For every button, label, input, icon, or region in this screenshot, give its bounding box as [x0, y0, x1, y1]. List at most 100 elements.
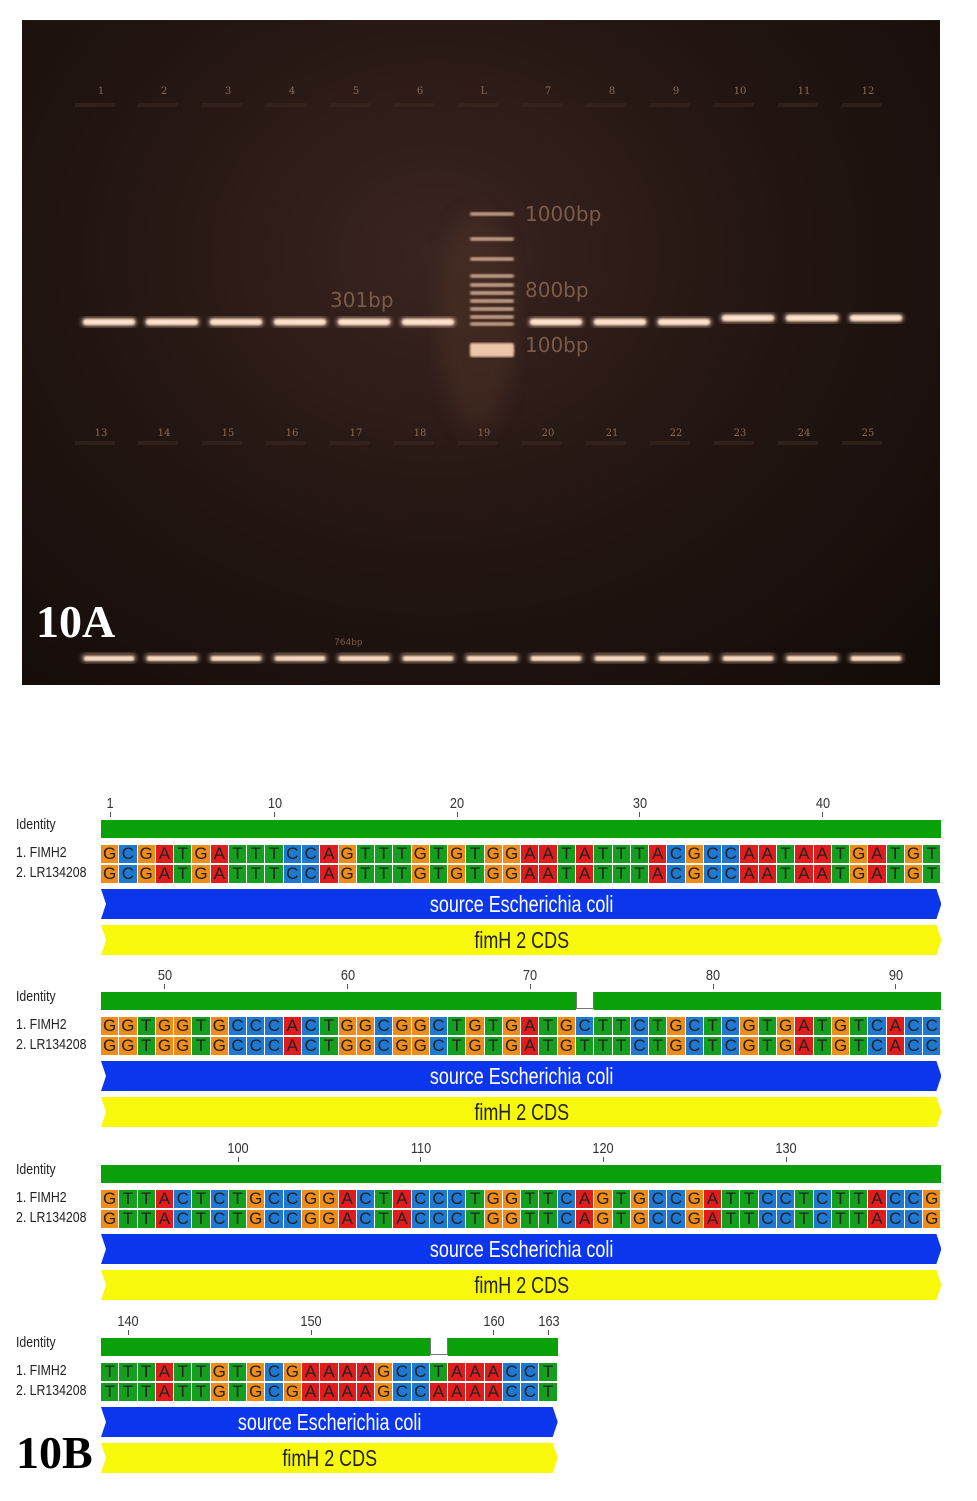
nucleotide: G: [484, 845, 502, 863]
nucleotide: A: [320, 1383, 338, 1401]
nucleotide: T: [831, 865, 850, 883]
ruler-tick: [274, 812, 276, 817]
gel-image: 1 2 3 4 5 6 L 7 8 9 10 11 12 13 14 15 16 17 18 19 20 21 22 23 24…: [22, 20, 940, 685]
identity-label: Identity: [16, 816, 56, 833]
nucleotide: G: [155, 1017, 174, 1035]
identity-mismatch-segment: [429, 1338, 449, 1355]
nucleotide: T: [813, 1037, 831, 1055]
nucleotide: A: [283, 1037, 301, 1055]
nucleotide: A: [813, 845, 831, 863]
nucleotide: G: [630, 1210, 649, 1228]
nucleotide: G: [174, 1017, 192, 1035]
source-annotation-label: source Escherichia coli: [237, 1409, 422, 1435]
sequence-name-lr134208: 2. LR134208: [16, 864, 87, 881]
nucleotide: C: [301, 845, 320, 863]
identity-match-segment: [594, 992, 942, 1010]
nucleotide: G: [375, 1383, 393, 1401]
nucleotide: C: [685, 1017, 703, 1035]
identity-mismatch-segment: [576, 992, 595, 1009]
ladder-band: [470, 315, 514, 319]
nucleotide: C: [393, 1383, 411, 1401]
nucleotide: G: [101, 845, 119, 863]
nucleotide: T: [356, 865, 375, 883]
well-top: [75, 103, 115, 107]
nucleotide: T: [174, 1383, 192, 1401]
nucleotide: C: [649, 1190, 667, 1208]
nucleotide: G: [101, 1210, 119, 1228]
nucleotide: C: [119, 845, 137, 863]
well-bottom: [842, 441, 882, 445]
ruler-tick: [712, 984, 714, 989]
nucleotide: A: [155, 1383, 174, 1401]
nucleotide: T: [192, 1037, 210, 1055]
nucleotide: T: [612, 845, 630, 863]
ruler-number: 140: [117, 1313, 140, 1330]
band: [338, 319, 390, 325]
nucleotide: A: [521, 845, 539, 863]
nucleotide: C: [301, 1037, 320, 1055]
nucleotide: C: [429, 1037, 448, 1055]
ruler-tick: [347, 984, 349, 989]
nucleotide: C: [886, 1210, 904, 1228]
nucleotide: T: [923, 865, 941, 883]
nucleotide: C: [174, 1210, 192, 1228]
nucleotide: A: [758, 845, 776, 863]
nucleotide: G: [137, 865, 155, 883]
lane-number-bottom: 18: [414, 428, 427, 439]
nucleotide: T: [375, 1190, 393, 1208]
band: [339, 656, 389, 661]
nucleotide: C: [868, 1017, 886, 1035]
band: [531, 656, 581, 661]
nucleotide: G: [685, 845, 703, 863]
nucleotide: A: [813, 865, 831, 883]
nucleotide: T: [795, 1190, 813, 1208]
nucleotide: A: [740, 865, 758, 883]
nucleotide: G: [484, 1190, 502, 1208]
nucleotide: G: [685, 1190, 703, 1208]
nucleotide: G: [630, 1190, 649, 1208]
nucleotide: T: [886, 845, 904, 863]
nucleotide: T: [119, 1210, 137, 1228]
identity-label: Identity: [16, 1334, 56, 1351]
nucleotide: G: [283, 1383, 301, 1401]
nucleotide: C: [210, 1210, 228, 1228]
nucleotide: C: [429, 1210, 448, 1228]
nucleotide: T: [137, 1190, 155, 1208]
nucleotide: T: [594, 865, 612, 883]
nucleotide: G: [338, 845, 356, 863]
nucleotide: C: [301, 865, 320, 883]
nucleotide: G: [502, 1190, 521, 1208]
lane-number-bottom: 16: [286, 428, 299, 439]
nucleotide: G: [904, 845, 923, 863]
well-top: [138, 103, 178, 107]
nucleotide: C: [904, 1190, 923, 1208]
ruler-number: 50: [157, 967, 173, 984]
nucleotide: A: [521, 1037, 539, 1055]
nucleotide: T: [740, 1210, 758, 1228]
band: [146, 319, 198, 325]
nucleotide: G: [502, 1017, 521, 1035]
nucleotide: C: [776, 1190, 795, 1208]
nucleotide: A: [703, 1190, 722, 1208]
lane-number-top: 3: [225, 86, 231, 97]
ruler-tick: [639, 812, 641, 817]
nucleotide: G: [101, 1017, 119, 1035]
band: [594, 319, 646, 325]
ladder-band: [470, 349, 514, 357]
nucleotide: T: [813, 1017, 831, 1035]
panel-label-10a: 10A: [36, 596, 116, 647]
band: [274, 319, 326, 325]
well-top: [842, 103, 882, 107]
nucleotide: A: [868, 865, 886, 883]
nucleotide: C: [703, 865, 722, 883]
nucleotide: A: [429, 1383, 448, 1401]
nucleotide: G: [557, 1017, 576, 1035]
nucleotide: G: [502, 845, 521, 863]
nucleotide: C: [685, 1037, 703, 1055]
source-annotation: source Escherichia coli: [101, 1234, 942, 1264]
nucleotide: G: [904, 865, 923, 883]
lane-number-bottom: 17: [350, 428, 363, 439]
ladder-band: [470, 299, 514, 303]
nucleotide: A: [338, 1190, 356, 1208]
